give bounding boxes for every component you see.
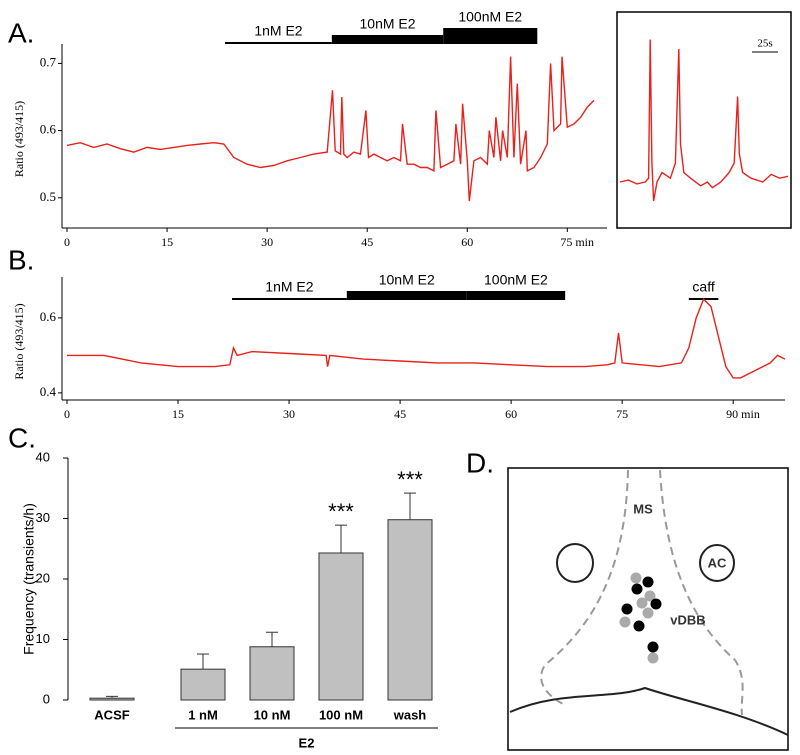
y-tick-label: 30 bbox=[36, 510, 50, 525]
x-tick-label: 75 bbox=[616, 407, 628, 421]
panel-label: A. bbox=[8, 17, 34, 48]
panel-label: B. bbox=[8, 244, 34, 275]
cell-dot bbox=[650, 598, 662, 610]
y-tick-label: 0.6 bbox=[40, 122, 57, 137]
treatment-label: 1nM E2 bbox=[254, 23, 302, 39]
treatment-label: 100nM E2 bbox=[484, 272, 548, 288]
treatment-label: 1nM E2 bbox=[265, 279, 313, 295]
ms-boundary bbox=[659, 469, 744, 716]
bar bbox=[318, 552, 364, 701]
treatment-label: caff bbox=[692, 279, 714, 295]
y-tick-label: 20 bbox=[36, 570, 50, 585]
ms-boundary bbox=[540, 469, 629, 706]
cell-dot bbox=[619, 616, 631, 628]
y-axis-label: Ratio (493/415) bbox=[12, 101, 26, 177]
treatment-label: 100nM E2 bbox=[458, 9, 522, 25]
trace bbox=[66, 56, 595, 202]
cell-dot bbox=[631, 583, 643, 595]
x-tick-label: 1 nM bbox=[188, 707, 218, 722]
trace bbox=[619, 39, 789, 202]
cell-dot bbox=[630, 572, 642, 584]
cell-dot bbox=[647, 652, 659, 664]
y-tick-label: 0 bbox=[43, 691, 50, 706]
treatment-bar bbox=[346, 291, 467, 300]
treatment-label: 10nM E2 bbox=[360, 16, 416, 32]
treatment-label: 10nM E2 bbox=[379, 272, 435, 288]
x-tick-label: 0 bbox=[64, 407, 70, 421]
treatment-bar bbox=[225, 42, 332, 44]
x-tick-label: 75 min bbox=[560, 235, 594, 249]
scale-bar-label: 25s bbox=[757, 38, 772, 50]
cell-dot bbox=[644, 590, 656, 602]
cell-dot bbox=[642, 607, 654, 619]
y-tick-label: 0.5 bbox=[40, 189, 56, 204]
panel-label: D. bbox=[466, 447, 494, 478]
panel-label: C. bbox=[8, 422, 36, 453]
y-tick-label: 10 bbox=[36, 631, 50, 646]
x-tick-label: 15 bbox=[172, 407, 184, 421]
x-tick-label: 30 bbox=[283, 407, 295, 421]
x-tick-label: 45 bbox=[361, 235, 373, 249]
treatment-bar bbox=[331, 35, 444, 44]
y-tick-label: 0.6 bbox=[40, 309, 57, 324]
significance: *** bbox=[328, 499, 354, 524]
x-tick-label: 0 bbox=[64, 235, 70, 249]
y-tick-label: 0.7 bbox=[40, 54, 57, 69]
x-tick-label: 15 bbox=[161, 235, 173, 249]
x-tick-label: 90 min bbox=[726, 407, 760, 421]
significance: *** bbox=[397, 467, 423, 492]
region-label: AC bbox=[708, 555, 727, 570]
cell-dot bbox=[647, 641, 659, 653]
bar bbox=[387, 519, 433, 701]
x-tick-label: 10 nM bbox=[254, 707, 291, 722]
x-tick-label: 30 bbox=[261, 235, 273, 249]
region-label: MS bbox=[633, 501, 653, 516]
y-axis-label: Ratio (493/415) bbox=[12, 303, 26, 379]
group-label: E2 bbox=[299, 735, 315, 750]
treatment-bar bbox=[466, 291, 566, 300]
y-axis-label: Frequency (transients/h) bbox=[21, 503, 37, 655]
structure-outline bbox=[699, 544, 735, 582]
x-tick-label: 100 nM bbox=[319, 707, 363, 722]
inset-frame bbox=[616, 11, 792, 229]
x-tick-label: ACSF bbox=[94, 707, 129, 722]
treatment-bar bbox=[232, 298, 347, 300]
cell-dot bbox=[633, 620, 645, 632]
cell-dot bbox=[621, 603, 633, 615]
treatment-bar bbox=[443, 28, 538, 44]
cell-dot bbox=[642, 576, 654, 588]
x-tick-label: 60 bbox=[461, 235, 473, 249]
diagram-frame bbox=[507, 467, 789, 751]
cell-dots bbox=[619, 572, 662, 664]
bar bbox=[249, 646, 295, 701]
region-label: vDBB bbox=[670, 612, 705, 627]
ventral-surface bbox=[509, 686, 789, 736]
bar bbox=[180, 668, 226, 701]
x-tick-label: 60 bbox=[505, 407, 517, 421]
cell-dot bbox=[636, 597, 648, 609]
structure-outline bbox=[556, 543, 594, 583]
bar bbox=[89, 697, 135, 701]
x-tick-label: 45 bbox=[394, 407, 406, 421]
trace bbox=[67, 297, 786, 379]
x-tick-label: wash bbox=[393, 707, 427, 722]
y-tick-label: 40 bbox=[36, 449, 50, 464]
y-tick-label: 0.4 bbox=[40, 384, 57, 399]
